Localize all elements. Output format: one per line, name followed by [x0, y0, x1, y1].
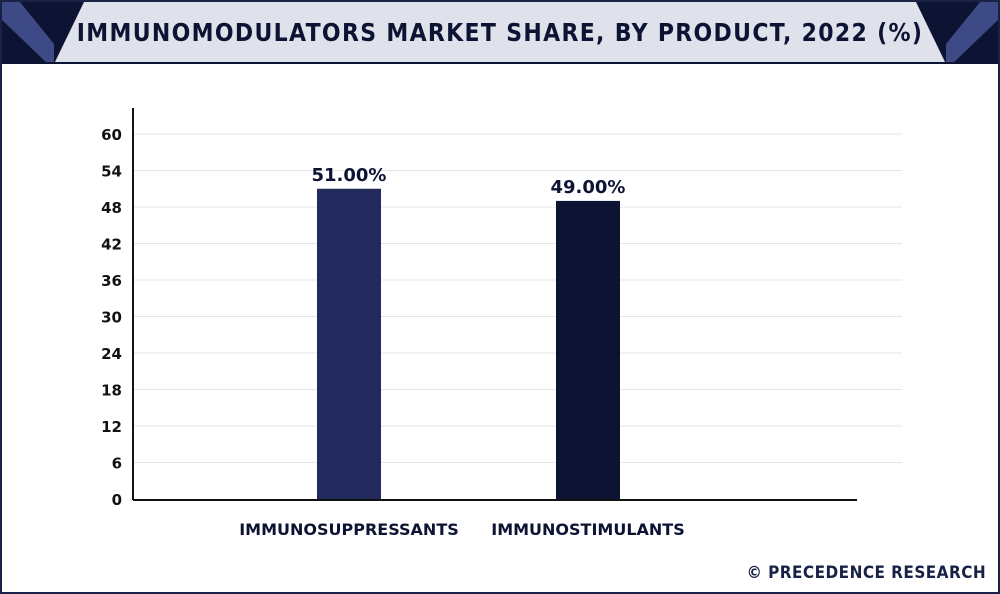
y-tick-label: 60: [101, 126, 122, 144]
y-tick-label: 0: [112, 491, 122, 509]
bar: [556, 200, 620, 499]
bar: [317, 188, 381, 499]
title-banner: IMMUNOMODULATORS MARKET SHARE, BY PRODUC…: [2, 2, 998, 64]
y-tick-label: 54: [101, 163, 122, 181]
y-tick-label: 18: [101, 382, 122, 400]
y-axis-ticks: 0 6 12 18 24 30 36 42 48 54 60: [101, 126, 122, 509]
banner-left-accent: [2, 2, 54, 64]
y-tick-label: 30: [101, 309, 122, 327]
y-tick-label: 24: [101, 345, 122, 363]
bars: 51.00% IMMUNOSUPPRESSANTS 49.00% IMMUNOSTIM…: [239, 165, 685, 539]
y-tick-label: 36: [101, 272, 122, 290]
y-tick-label: 12: [101, 418, 122, 436]
y-tick-label: 42: [101, 236, 122, 254]
source-credit: © PRECEDENCE RESEARCH: [746, 563, 986, 583]
x-category-label: IMMUNOSUPPRESSANTS: [239, 520, 459, 539]
y-tick-label: 48: [101, 199, 122, 217]
x-category-label: IMMUNOSTIMULANTS: [491, 520, 685, 539]
bar-value-label: 49.00%: [551, 177, 626, 198]
chart-title: IMMUNOMODULATORS MARKET SHARE, BY PRODUC…: [76, 18, 924, 47]
banner-right-accent: [946, 2, 998, 64]
bar-value-label: 51.00%: [312, 165, 387, 186]
gridlines: [133, 133, 902, 463]
y-tick-label: 6: [112, 455, 122, 473]
banner-decoration: [2, 2, 998, 64]
